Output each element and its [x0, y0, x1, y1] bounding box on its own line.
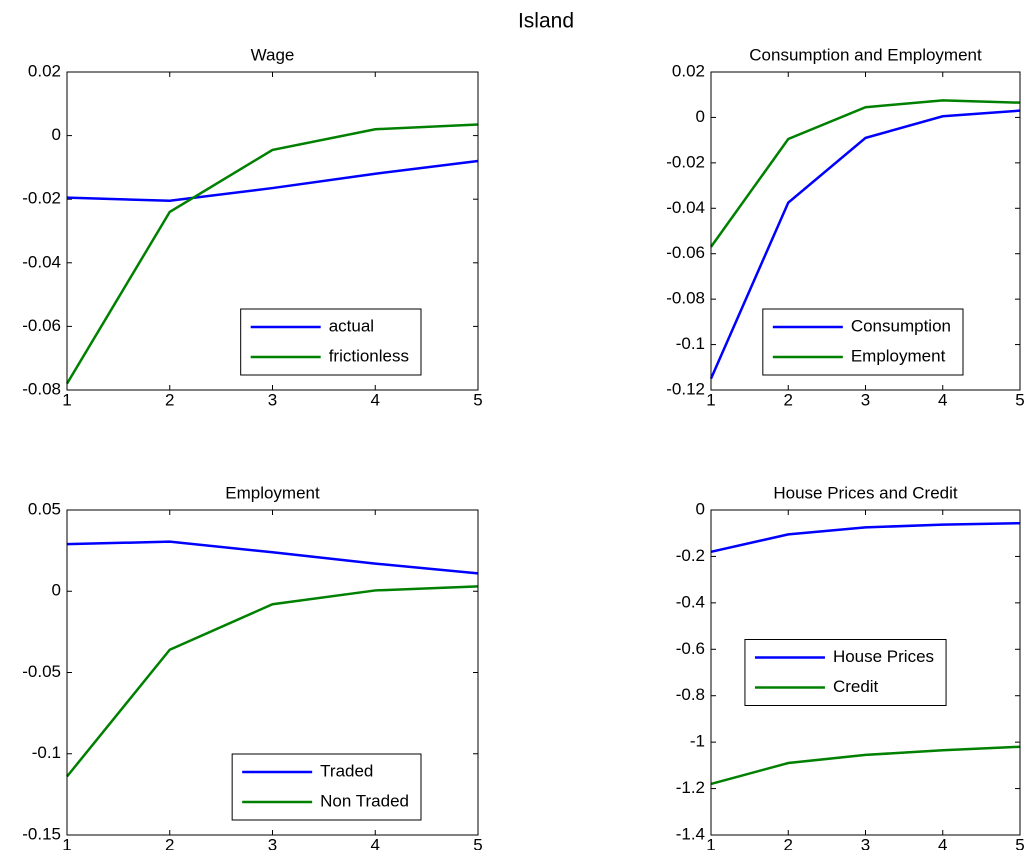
legend-label: Traded: [320, 761, 373, 780]
x-tick-label: 1: [706, 835, 715, 850]
y-tick-label: -1.4: [676, 824, 705, 843]
legend-label: frictionless: [329, 346, 409, 365]
x-tick-label: 4: [371, 390, 380, 409]
x-tick-label: 4: [938, 390, 947, 409]
y-tick-label: -0.06: [666, 243, 705, 262]
y-tick-label: -1: [690, 732, 705, 751]
axes-frame: [710, 509, 1021, 836]
x-tick-label: 5: [1015, 390, 1024, 409]
x-tick-label: 1: [62, 835, 71, 850]
y-tick-label: 0.05: [28, 499, 61, 518]
data-line: [66, 585, 479, 778]
y-tick-label: -0.04: [666, 198, 705, 217]
x-tick-label: 3: [861, 835, 870, 850]
y-tick-label: -0.12: [666, 379, 705, 398]
y-tick-label: -0.06: [22, 316, 61, 335]
y-tick-label: -0.02: [666, 152, 705, 171]
data-line: [66, 540, 479, 575]
legend-label: Non Traded: [320, 791, 409, 810]
legend: Traded Non Traded: [231, 753, 422, 821]
x-tick-label: 2: [165, 835, 174, 850]
legend-label: actual: [329, 316, 374, 335]
legend-box: [231, 753, 422, 821]
x-tick-label: 2: [165, 390, 174, 409]
legend-box: [762, 308, 964, 376]
y-tick-label: -0.6: [676, 639, 705, 658]
y-tick-label: -0.15: [22, 824, 61, 843]
y-tick-label: -0.04: [22, 252, 61, 271]
y-tick-label: -0.1: [32, 743, 61, 762]
x-tick-label: 5: [473, 390, 482, 409]
legend: actual frictionless: [240, 308, 422, 376]
y-tick-label: -0.05: [22, 662, 61, 681]
y-tick-label: -0.02: [22, 189, 61, 208]
legend-label: Consumption: [851, 316, 951, 335]
y-tick-label: 0: [696, 499, 705, 518]
legend: House Prices Credit: [744, 639, 947, 706]
y-tick-label: -0.08: [22, 379, 61, 398]
data-line: [709, 109, 1021, 380]
x-tick-label: 3: [268, 835, 277, 850]
y-tick-label: -0.1: [676, 334, 705, 353]
axes-frame: [66, 509, 479, 836]
legend-box: [240, 308, 422, 376]
x-tick-label: 5: [1015, 835, 1024, 850]
data-line: [709, 99, 1021, 248]
subplot-title: Employment: [225, 483, 320, 502]
y-tick-label: 0: [52, 125, 61, 144]
data-line: [710, 745, 1021, 786]
axes-frame: [66, 71, 479, 391]
y-tick-label: 0.02: [28, 61, 61, 80]
figure-title: Island: [518, 10, 574, 33]
y-tick-label: -0.4: [676, 592, 705, 611]
x-tick-label: 3: [861, 390, 870, 409]
legend-box: [744, 639, 947, 706]
x-tick-label: 1: [62, 390, 71, 409]
y-tick-label: -0.8: [676, 685, 705, 704]
x-tick-label: 5: [473, 835, 482, 850]
y-tick-label: -1.2: [676, 778, 705, 797]
subplot-title: Consumption and Employment: [749, 45, 982, 64]
y-tick-label: -0.08: [666, 289, 705, 308]
x-tick-label: 3: [268, 390, 277, 409]
y-tick-label: 0: [52, 581, 61, 600]
x-tick-label: 4: [938, 835, 947, 850]
y-tick-label: -0.2: [676, 546, 705, 565]
legend-label: House Prices: [833, 647, 934, 666]
data-line: [710, 521, 1021, 554]
legend-label: Credit: [833, 677, 879, 696]
subplot-title: Wage: [251, 45, 295, 64]
x-tick-label: 1: [706, 390, 715, 409]
x-tick-label: 2: [784, 390, 793, 409]
data-line: [65, 123, 479, 385]
data-line: [66, 159, 479, 203]
y-tick-label: 0: [696, 107, 705, 126]
x-tick-label: 4: [371, 835, 380, 850]
y-tick-label: 0.02: [672, 61, 705, 80]
legend: Consumption Employment: [762, 308, 964, 376]
subplot-title: House Prices and Credit: [773, 483, 958, 502]
legend-label: Employment: [851, 346, 946, 365]
x-tick-label: 2: [784, 835, 793, 850]
axes-frame: [710, 71, 1021, 391]
